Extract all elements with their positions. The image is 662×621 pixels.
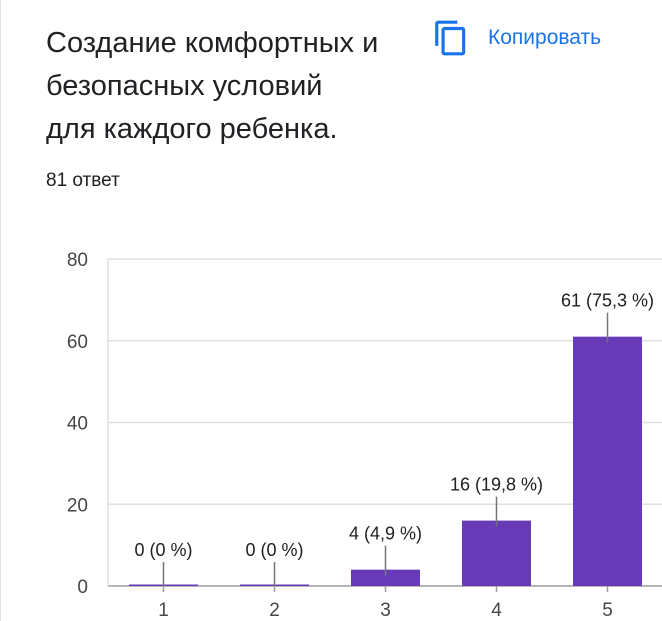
y-tick-label-40: 40 bbox=[67, 414, 88, 435]
x-tick-label-2: 2 bbox=[269, 600, 280, 621]
question-title-line-1: Создание комфортных и bbox=[46, 27, 379, 59]
panel-left-border bbox=[0, 0, 1, 621]
question-title-line-3: для каждого ребенка. bbox=[46, 113, 338, 145]
bar-3 bbox=[351, 569, 420, 586]
x-tick-label-1: 1 bbox=[158, 600, 169, 621]
copy-button[interactable]: Копировать bbox=[432, 18, 601, 58]
y-tick-label-60: 60 bbox=[67, 332, 88, 353]
x-tick-label-4: 4 bbox=[491, 600, 502, 621]
copy-icon bbox=[435, 20, 466, 56]
data-label-4: 16 (19,8 %) bbox=[450, 475, 543, 495]
data-label-5: 61 (75,3 %) bbox=[561, 291, 654, 311]
data-label-2: 0 (0 %) bbox=[245, 540, 303, 560]
data-label-3: 4 (4,9 %) bbox=[349, 524, 422, 544]
copy-button-label: Копировать bbox=[488, 26, 602, 49]
x-tick-label-3: 3 bbox=[380, 600, 391, 621]
question-title: Создание комфортных и безопасных условий… bbox=[46, 22, 416, 151]
data-label-1: 0 (0 %) bbox=[134, 540, 192, 560]
question-title-line-2: безопасных условий bbox=[46, 70, 323, 102]
x-tick-label-5: 5 bbox=[602, 600, 613, 621]
y-tick-label-0: 0 bbox=[77, 577, 88, 598]
y-tick-label-80: 80 bbox=[67, 250, 88, 271]
response-count: 81 ответ bbox=[46, 170, 120, 191]
y-tick-label-20: 20 bbox=[67, 495, 88, 516]
bar-5 bbox=[573, 336, 642, 586]
bar-4 bbox=[462, 520, 531, 586]
